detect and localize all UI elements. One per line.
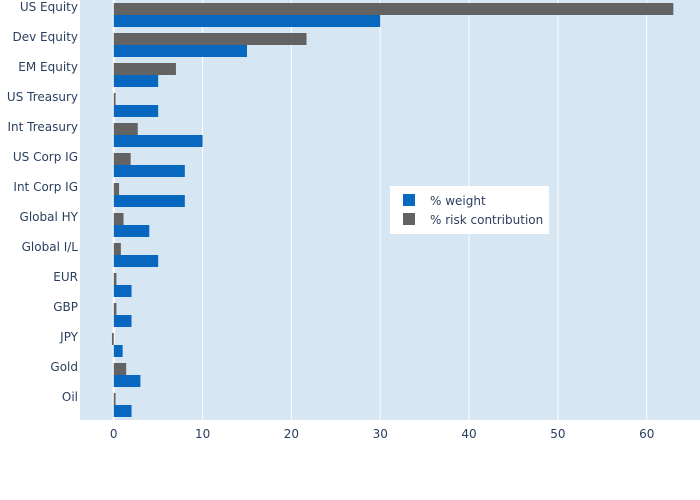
legend-box [390,186,549,234]
bar[interactable] [113,45,247,57]
y-tick-label: Dev Equity [13,30,78,44]
legend-swatch-weight[interactable] [403,194,415,206]
bar[interactable] [113,243,121,255]
bar[interactable] [113,183,120,195]
bar[interactable] [113,33,307,45]
bar[interactable] [113,93,116,105]
y-tick-label: Int Corp IG [13,180,78,194]
x-tick-label: 60 [639,427,654,441]
x-tick-label: 20 [284,427,299,441]
x-tick-label: 0 [110,427,118,441]
y-tick-label: JPY [59,330,79,344]
bar[interactable] [113,153,131,165]
y-axis-ticks: US Equity Dev Equity EM Equity US Treasury I… [7,0,79,404]
bar[interactable] [113,135,203,147]
y-tick-label: Global HY [20,210,79,224]
y-tick-label: Oil [62,390,78,404]
y-tick-label: Int Treasury [7,120,78,134]
y-tick-label: US Equity [20,0,78,14]
y-tick-label: Gold [50,360,78,374]
y-tick-label: US Corp IG [13,150,78,164]
bar[interactable] [113,273,117,285]
legend-label-weight[interactable]: % weight [430,194,486,208]
bar[interactable] [113,375,141,387]
bar[interactable] [113,165,185,177]
x-axis-ticks: 0 10 20 30 40 50 60 [110,427,654,441]
x-tick-label: 10 [195,427,210,441]
x-tick-label: 30 [373,427,388,441]
bar[interactable] [113,393,116,405]
x-tick-label: 40 [461,427,476,441]
bar[interactable] [113,225,150,237]
y-tick-label: EM Equity [18,60,78,74]
legend-label-risk-contribution[interactable]: % risk contribution [430,213,543,227]
bar[interactable] [113,303,117,315]
bar[interactable] [113,105,159,117]
bar[interactable] [113,405,132,417]
y-tick-label: GBP [53,300,78,314]
bar[interactable] [113,3,674,15]
legend: % weight % risk contribution [390,186,549,234]
x-tick-label: 50 [550,427,565,441]
bar[interactable] [113,213,124,225]
bar[interactable] [113,75,159,87]
bar[interactable] [113,195,185,207]
y-tick-label: US Treasury [7,90,78,104]
bar[interactable] [113,255,159,267]
bar[interactable] [111,333,114,345]
bar[interactable] [113,363,127,375]
y-tick-label: Global I/L [22,240,79,254]
bar[interactable] [113,285,132,297]
bar[interactable] [113,315,132,327]
bar[interactable] [113,15,381,27]
bar[interactable] [113,123,138,135]
legend-swatch-risk-contribution[interactable] [403,213,415,225]
bars [111,3,674,417]
bar[interactable] [113,345,123,357]
bar[interactable] [113,63,176,75]
y-tick-label: EUR [53,270,78,284]
